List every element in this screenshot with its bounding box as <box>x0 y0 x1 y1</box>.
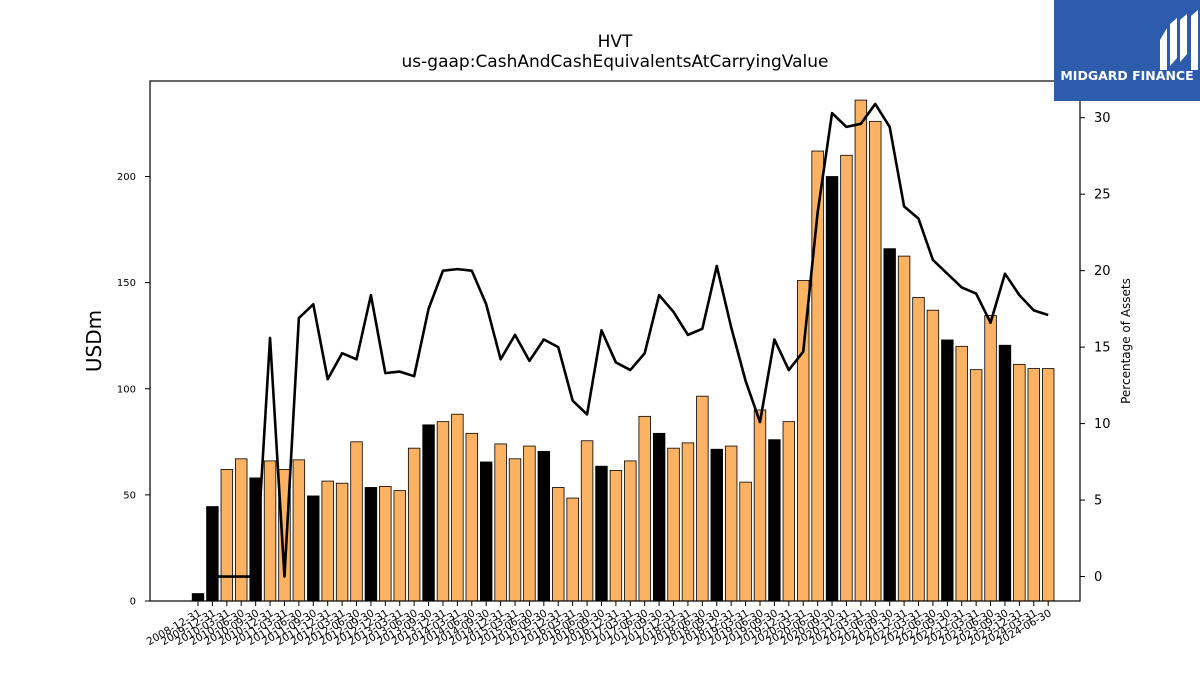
bar <box>782 421 796 602</box>
bar <box>422 424 435 602</box>
brand-logo: MIDGARD FINANCE <box>1054 0 1200 101</box>
y2-tick-label: 25 <box>1094 188 1111 203</box>
bar <box>451 413 464 602</box>
bar <box>797 280 810 602</box>
y-tick-label: 200 <box>117 172 136 183</box>
y2-tick-label: 5 <box>1094 494 1102 509</box>
bar <box>537 450 551 602</box>
y2-tick-label: 30 <box>1094 111 1111 126</box>
bar <box>840 154 853 602</box>
y2-tick-label: 0 <box>1094 570 1102 585</box>
y2-tick-label: 10 <box>1094 417 1111 432</box>
y2-tick-label: 20 <box>1094 264 1111 279</box>
bar <box>436 421 450 602</box>
bar <box>667 447 680 602</box>
bar <box>854 99 868 602</box>
bar <box>580 440 594 602</box>
bar <box>955 345 968 602</box>
bar <box>652 432 666 602</box>
bar <box>1027 368 1040 602</box>
bar <box>984 315 997 602</box>
bar <box>364 487 378 602</box>
chart-title: HVT <box>597 32 633 52</box>
bar <box>724 445 738 602</box>
bar <box>969 369 983 602</box>
bar <box>609 470 623 602</box>
bar <box>379 485 392 602</box>
plot-frame <box>149 80 1081 602</box>
bar <box>566 497 579 602</box>
bar <box>926 309 940 602</box>
bar <box>998 344 1012 602</box>
bar <box>883 248 896 602</box>
y-tick-label: 100 <box>117 384 136 395</box>
bar <box>494 443 507 602</box>
bar <box>595 465 608 602</box>
bar <box>710 448 723 602</box>
bar <box>508 458 522 602</box>
y-tick-label: 0 <box>130 597 136 608</box>
bar <box>220 469 234 602</box>
bar <box>1041 368 1055 602</box>
bar <box>681 442 695 602</box>
bar <box>768 439 781 602</box>
bar <box>696 395 709 602</box>
bar <box>624 460 637 602</box>
bar <box>897 255 911 602</box>
bar <box>206 506 219 602</box>
bar <box>1013 363 1026 602</box>
bar <box>263 460 277 602</box>
bar <box>335 482 349 602</box>
bar <box>638 415 651 602</box>
y-tick-label: 50 <box>123 490 136 501</box>
bar <box>869 120 882 602</box>
percentage-line <box>212 102 1049 578</box>
logo-text: MIDGARD FINANCE <box>1060 68 1194 83</box>
bar <box>235 458 248 602</box>
bar <box>825 176 839 602</box>
bar <box>941 339 954 602</box>
bar <box>350 441 363 602</box>
chart-subtitle: us-gaap:CashAndCashEquivalentsAtCarrying… <box>401 52 829 72</box>
bar <box>407 447 421 602</box>
bar <box>523 445 536 602</box>
bar <box>465 432 478 602</box>
bar <box>292 459 306 602</box>
bar <box>393 490 406 602</box>
bar <box>307 495 320 602</box>
bar <box>753 409 767 602</box>
logo-mark-icon <box>1160 10 1198 70</box>
y2-tick-label: 15 <box>1094 341 1111 356</box>
bar <box>739 481 752 602</box>
bar <box>912 297 925 602</box>
bar <box>552 487 565 602</box>
bar <box>191 593 205 602</box>
bar <box>479 461 493 602</box>
bar <box>321 480 334 602</box>
y-tick-label: 150 <box>117 278 136 289</box>
